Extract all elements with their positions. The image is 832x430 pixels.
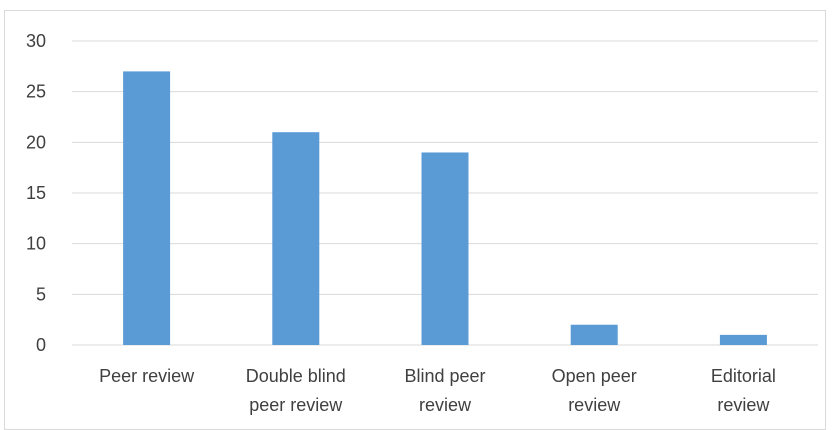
x-axis-labels: Peer review Double blind peer review Blind …	[99, 366, 776, 415]
bars	[123, 71, 767, 346]
bar-3	[570, 324, 618, 345]
y-tick-label: 15	[26, 183, 46, 203]
x-category-label: Open peer review	[552, 366, 637, 415]
gridlines	[72, 40, 818, 346]
x-category-label: Blind peer review	[404, 366, 485, 415]
x-category-label: Peer review	[99, 366, 195, 386]
y-tick-label: 20	[26, 132, 46, 152]
y-tick-label: 5	[36, 284, 46, 304]
y-tick-label: 25	[26, 82, 46, 102]
y-axis-ticks: 0 5 10 15 20 25 30	[26, 31, 46, 355]
y-tick-label: 0	[36, 335, 46, 355]
bar-1	[272, 132, 320, 345]
x-category-label: Editorial review	[711, 366, 776, 415]
y-tick-label: 10	[26, 234, 46, 254]
bar-4	[719, 334, 767, 345]
bar-2	[421, 152, 469, 345]
bar-0	[123, 71, 171, 346]
y-tick-label: 30	[26, 31, 46, 51]
x-category-label: Double blind peer review	[246, 366, 346, 415]
